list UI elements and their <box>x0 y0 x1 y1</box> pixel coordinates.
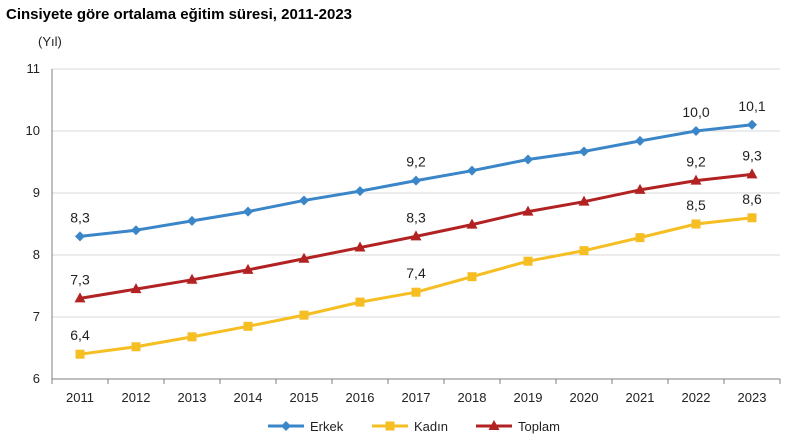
data-label-kad-n: 8,6 <box>742 191 762 207</box>
marker-triangle <box>130 283 142 294</box>
data-label-toplam: 8,3 <box>406 209 426 225</box>
legend-item-erkek: Erkek <box>268 419 344 434</box>
data-label-kad-n: 8,5 <box>686 197 706 213</box>
marker-diamond <box>635 135 645 146</box>
x-tick-label: 2012 <box>122 390 151 405</box>
data-label-kad-n: 6,4 <box>70 327 90 343</box>
marker-square <box>355 297 365 307</box>
marker-square <box>579 246 589 256</box>
marker-triangle <box>298 252 310 263</box>
marker-triangle <box>578 195 590 206</box>
legend-item-toplam: Toplam <box>476 419 560 434</box>
marker-square <box>411 287 421 297</box>
x-tick-label: 2021 <box>626 390 655 405</box>
marker-triangle <box>690 174 702 185</box>
x-tick-label: 2015 <box>290 390 319 405</box>
y-tick-label: 8 <box>33 247 40 262</box>
marker-diamond <box>411 175 421 186</box>
marker-triangle <box>242 263 254 274</box>
x-tick-label: 2023 <box>738 390 767 405</box>
y-tick-label: 6 <box>33 371 40 386</box>
y-axis-unit-label: (Yıl) <box>38 34 62 49</box>
x-tick-label: 2018 <box>458 390 487 405</box>
marker-square <box>691 219 701 229</box>
marker-square <box>299 310 309 320</box>
data-label-erkek: 10,1 <box>738 98 765 114</box>
marker-diamond <box>281 421 291 431</box>
marker-triangle <box>410 230 422 241</box>
y-tick-label: 9 <box>33 185 40 200</box>
data-label-toplam: 9,2 <box>686 154 706 170</box>
marker-square <box>187 332 197 342</box>
marker-triangle <box>466 218 478 229</box>
data-label-kad-n: 7,4 <box>406 265 426 281</box>
marker-diamond <box>523 154 533 165</box>
marker-triangle <box>74 292 86 303</box>
marker-square <box>747 213 757 223</box>
marker-square <box>243 321 253 331</box>
legend-item-kad-n: Kadın <box>372 419 448 434</box>
x-tick-label: 2020 <box>570 390 599 405</box>
x-tick-label: 2022 <box>682 390 711 405</box>
chart-title: Cinsiyete göre ortalama eğitim süresi, 2… <box>6 6 353 23</box>
marker-square <box>467 272 477 282</box>
marker-triangle <box>186 273 198 284</box>
marker-diamond <box>691 126 701 136</box>
legend: Erkek Kadın Toplam <box>268 419 560 434</box>
marker-square <box>385 421 395 431</box>
series-erkek <box>75 119 757 242</box>
x-tick-label: 2017 <box>402 390 431 405</box>
marker-triangle <box>746 168 758 179</box>
marker-square <box>523 256 533 266</box>
marker-triangle <box>634 183 646 194</box>
y-tick-label: 7 <box>33 309 40 324</box>
data-label-toplam: 9,3 <box>742 147 762 163</box>
marker-square <box>635 233 645 243</box>
x-tick-label: 2014 <box>234 390 263 405</box>
marker-diamond <box>243 206 253 217</box>
x-tick-label: 2013 <box>178 390 207 405</box>
data-label-erkek: 9,2 <box>406 154 426 170</box>
marker-diamond <box>187 215 197 226</box>
series-kad-n <box>75 213 757 359</box>
y-tick-label: 10 <box>26 123 40 138</box>
series-toplam <box>74 168 758 303</box>
marker-diamond <box>579 146 589 157</box>
y-tick-label: 11 <box>27 61 41 76</box>
axes: 6 7 8 9 10 11 2011 2012 2013 2014 2015 2016 2017 2018… <box>26 61 781 405</box>
legend-label-erkek: Erkek <box>310 419 344 434</box>
marker-square <box>75 349 85 359</box>
x-tick-label: 2019 <box>514 390 543 405</box>
marker-diamond <box>75 231 85 242</box>
x-tick-label: 2011 <box>66 390 94 405</box>
marker-diamond <box>131 225 141 236</box>
legend-label-kad-n: Kadın <box>414 419 448 434</box>
marker-triangle <box>522 205 534 216</box>
data-label-erkek: 8,3 <box>70 209 90 225</box>
marker-triangle <box>354 241 366 252</box>
data-label-toplam: 7,3 <box>70 271 90 287</box>
marker-diamond <box>747 119 757 130</box>
marker-diamond <box>299 195 309 206</box>
data-labels: 8,3 9,2 10,0 10,1 6,4 7,4 8,5 8,6 7,3 8,3 9,2 9,3 <box>70 98 766 343</box>
data-label-erkek: 10,0 <box>682 104 709 120</box>
x-tick-label: 2016 <box>346 390 375 405</box>
series-layer <box>74 119 758 359</box>
marker-square <box>131 342 141 352</box>
marker-triangle <box>488 420 500 430</box>
marker-diamond <box>467 165 477 176</box>
marker-diamond <box>355 186 365 197</box>
legend-label-toplam: Toplam <box>518 419 560 434</box>
